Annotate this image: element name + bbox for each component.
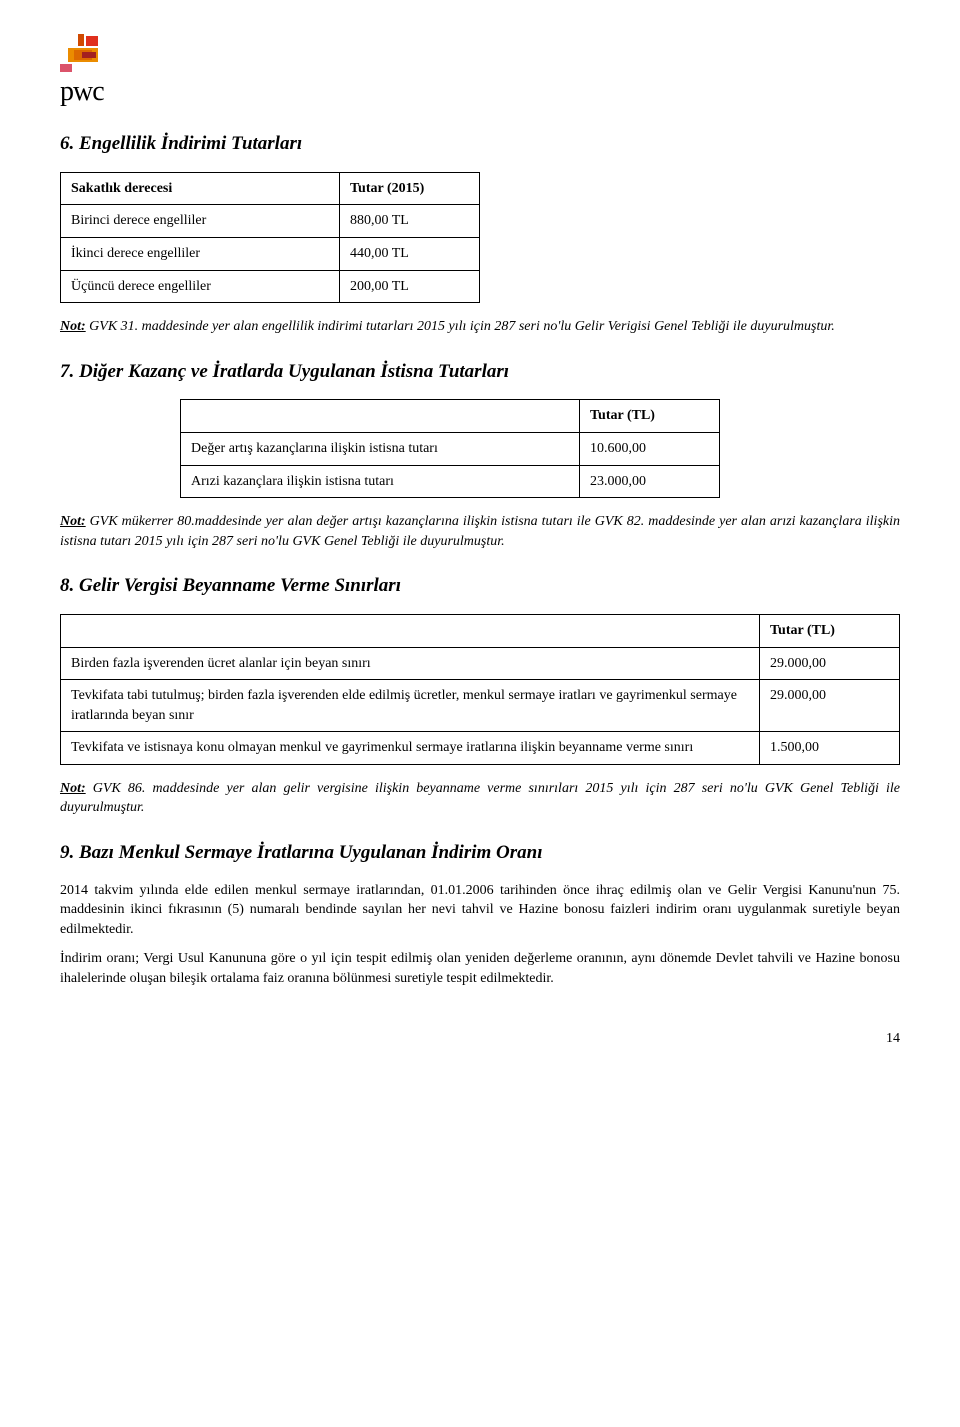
- section8-note: Not: GVK 86. maddesinde yer alan gelir v…: [60, 779, 900, 818]
- table-header-cell: Tutar (TL): [580, 400, 720, 433]
- section6-note: Not: GVK 31. maddesinde yer alan engelli…: [60, 317, 900, 337]
- section8-heading: 8. Gelir Vergisi Beyanname Verme Sınırla…: [60, 573, 900, 600]
- table-header-row: Tutar (TL): [61, 614, 900, 647]
- table-row: Değer artış kazançlarına ilişkin istisna…: [181, 432, 720, 465]
- table-header-row: Tutar (TL): [181, 400, 720, 433]
- table-cell: 200,00 TL: [340, 270, 480, 303]
- note-lead: Not:: [60, 319, 86, 334]
- table-row: Tevkifata ve istisnaya konu olmayan menk…: [61, 732, 900, 765]
- section6-heading: 6. Engellilik İndirimi Tutarları: [60, 131, 900, 158]
- table-cell: 440,00 TL: [340, 237, 480, 270]
- table-row: Birinci derece engelliler 880,00 TL: [61, 205, 480, 238]
- table-cell: 29.000,00: [760, 680, 900, 732]
- section7-note: Not: GVK mükerrer 80.maddesinde yer alan…: [60, 512, 900, 551]
- table-cell: Birden fazla işverenden ücret alanlar iç…: [61, 647, 760, 680]
- table-header-cell: [181, 400, 580, 433]
- section9-heading: 9. Bazı Menkul Sermaye İratlarına Uygula…: [60, 840, 900, 867]
- note-body: GVK mükerrer 80.maddesinde yer alan değe…: [60, 514, 900, 549]
- section6-table: Sakatlık derecesi Tutar (2015) Birinci d…: [60, 172, 480, 303]
- section8-table: Tutar (TL) Birden fazla işverenden ücret…: [60, 614, 900, 765]
- table-cell: İkinci derece engelliler: [61, 237, 340, 270]
- pwc-logo-icon: [60, 30, 120, 74]
- table-row: Tevkifata tabi tutulmuş; birden fazla iş…: [61, 680, 900, 732]
- pwc-logo-text: pwc: [60, 72, 900, 111]
- section7-heading: 7. Diğer Kazanç ve İratlarda Uygulanan İ…: [60, 359, 900, 386]
- note-body: GVK 86. maddesinde yer alan gelir vergis…: [60, 781, 900, 816]
- table-row: Arızi kazançlara ilişkin istisna tutarı …: [181, 465, 720, 498]
- table-cell: Tevkifata tabi tutulmuş; birden fazla iş…: [61, 680, 760, 732]
- table-cell: Tevkifata ve istisnaya konu olmayan menk…: [61, 732, 760, 765]
- table-cell: Birinci derece engelliler: [61, 205, 340, 238]
- table-row: Üçüncü derece engelliler 200,00 TL: [61, 270, 480, 303]
- page-number: 14: [60, 1029, 900, 1049]
- section7-table: Tutar (TL) Değer artış kazançlarına iliş…: [180, 399, 720, 498]
- table-cell: 880,00 TL: [340, 205, 480, 238]
- table-header-cell: [61, 614, 760, 647]
- table-cell: Üçüncü derece engelliler: [61, 270, 340, 303]
- note-lead: Not:: [60, 781, 86, 796]
- table-cell: 23.000,00: [580, 465, 720, 498]
- table-cell: Değer artış kazançlarına ilişkin istisna…: [181, 432, 580, 465]
- table-header-cell: Tutar (2015): [340, 172, 480, 205]
- table-cell: 10.600,00: [580, 432, 720, 465]
- table-header-cell: Sakatlık derecesi: [61, 172, 340, 205]
- note-lead: Not:: [60, 514, 86, 529]
- pwc-logo: pwc: [60, 30, 900, 111]
- table-row: İkinci derece engelliler 440,00 TL: [61, 237, 480, 270]
- note-body: GVK 31. maddesinde yer alan engellilik i…: [86, 319, 835, 334]
- table-cell: 1.500,00: [760, 732, 900, 765]
- table-cell: 29.000,00: [760, 647, 900, 680]
- table-header-row: Sakatlık derecesi Tutar (2015): [61, 172, 480, 205]
- section9-para1: 2014 takvim yılında elde edilen menkul s…: [60, 881, 900, 940]
- table-cell: Arızi kazançlara ilişkin istisna tutarı: [181, 465, 580, 498]
- table-row: Birden fazla işverenden ücret alanlar iç…: [61, 647, 900, 680]
- section9-para2: İndirim oranı; Vergi Usul Kanununa göre …: [60, 949, 900, 988]
- table-header-cell: Tutar (TL): [760, 614, 900, 647]
